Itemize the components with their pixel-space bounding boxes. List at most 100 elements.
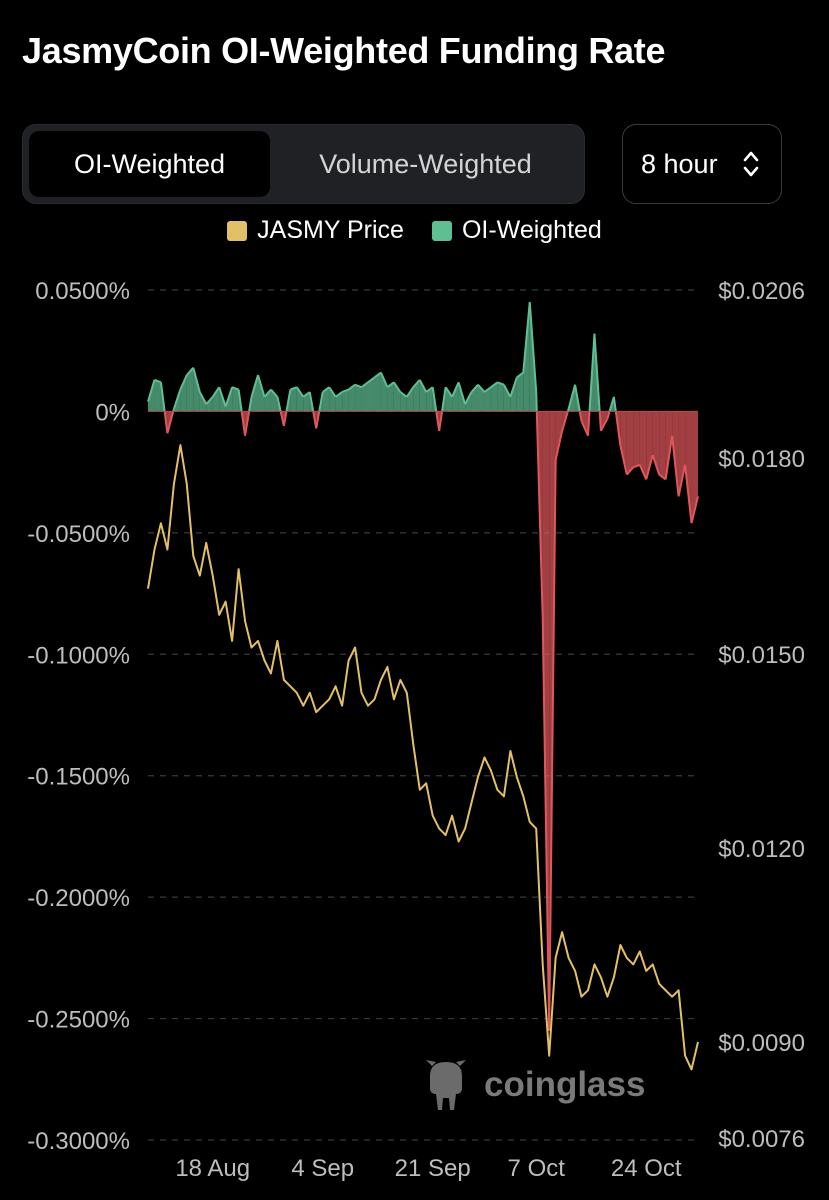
oi-area-segment	[387, 382, 394, 412]
oi-area-segment	[678, 411, 686, 497]
oi-line-segment	[302, 391, 311, 398]
oi-line-segment	[567, 384, 577, 410]
chart-grid	[148, 289, 698, 1141]
oi-line-segment	[490, 381, 499, 388]
oi-area-segment	[361, 382, 368, 412]
oi-area-segment	[445, 387, 453, 412]
oi-line-segment	[224, 386, 234, 407]
oi-area-segment	[355, 384, 362, 412]
right-tick-label: $0.0206	[718, 278, 805, 305]
oi-line-segment	[535, 391, 538, 412]
oi-line-segment	[541, 617, 551, 1031]
oi-line-segment	[690, 496, 699, 524]
coinglass-logo-icon	[426, 1060, 466, 1110]
x-tick-label: 7 Oct	[508, 1155, 566, 1182]
oi-line-segment	[608, 396, 615, 412]
oi-line-segment	[248, 396, 253, 412]
left-tick-label: 0%	[95, 399, 130, 426]
oi-line-segment	[295, 386, 305, 398]
oi-line-segment	[438, 411, 444, 432]
oi-line-segment	[483, 386, 492, 393]
oi-area-segment	[212, 387, 220, 412]
legend-item-price[interactable]: JASMY Price	[227, 216, 404, 245]
oi-line-segment	[211, 386, 221, 398]
oi-area-segment	[290, 387, 297, 412]
tab-oi-weighted[interactable]: OI-Weighted	[29, 131, 270, 197]
oi-line-segment	[179, 374, 188, 390]
oi-area-segment	[555, 411, 563, 460]
oi-line-segment	[502, 384, 512, 398]
oi-line-segment	[638, 464, 648, 480]
legend-item-oi[interactable]: OI-Weighted	[431, 216, 602, 245]
right-tick-label: $0.0076	[718, 1126, 805, 1153]
oi-area-segment	[426, 387, 433, 412]
oi-line-segment	[386, 381, 395, 388]
oi-area-segment	[633, 411, 640, 468]
right-tick-label: $0.0180	[718, 446, 805, 473]
oi-line-segment	[328, 386, 337, 398]
oi-line-segment	[318, 391, 324, 412]
legend-swatch-oi	[431, 220, 452, 241]
oi-area-segment	[503, 384, 511, 412]
x-tick-label: 21 Sep	[395, 1155, 471, 1182]
oi-area-segment	[264, 389, 271, 412]
price-line	[147, 444, 699, 1071]
left-tick-label: -0.2000%	[27, 885, 130, 912]
oi-line-segment	[315, 411, 321, 429]
oi-line-segment	[606, 411, 611, 419]
interval-select-value: 8 hour	[641, 148, 718, 179]
oi-line-segment	[240, 411, 247, 436]
oi-line-segment	[444, 386, 453, 398]
oi-line-segment	[159, 382, 166, 412]
oi-line-segment	[341, 388, 349, 393]
coinglass-watermark: coinglass	[426, 1060, 645, 1110]
oi-line-segment	[354, 383, 362, 389]
oi-line-segment	[612, 396, 617, 412]
oi-line-segment	[619, 445, 628, 475]
oi-line-segment	[147, 379, 156, 402]
oi-line-segment	[166, 411, 175, 434]
oi-line-segment	[671, 435, 680, 497]
oi-line-segment	[285, 389, 292, 412]
oi-area-segment	[232, 387, 239, 412]
oi-line-segment	[393, 381, 402, 393]
oi-line-segment	[441, 386, 447, 412]
oi-line-segment	[580, 420, 589, 437]
oi-area-segment	[193, 367, 200, 412]
oi-area-segment	[452, 382, 459, 412]
oi-line-segment	[457, 382, 467, 405]
oi-area-segment	[620, 411, 627, 475]
tab-volume-weighted[interactable]: Volume-Weighted	[319, 148, 532, 179]
oi-area-segment	[419, 379, 427, 412]
x-tick-label: 18 Aug	[175, 1155, 250, 1182]
oi-line-segment	[598, 411, 602, 431]
oi-line-segment	[578, 411, 583, 422]
left-tick-label: -0.3000%	[27, 1128, 130, 1155]
oi-line-segment	[231, 386, 239, 391]
oi-area-segment	[413, 379, 420, 412]
x-axis: 18 Aug 4 Sep 21 Sep 7 Oct 24 Oct	[175, 1155, 682, 1182]
oi-line-segment	[587, 411, 591, 436]
weighting-toggle: OI-Weighted Volume-Weighted	[22, 124, 585, 204]
oi-line-segment	[626, 466, 635, 476]
oi-line-segment	[632, 463, 641, 469]
oi-area-segment	[380, 372, 388, 412]
oi-line-segment	[257, 374, 266, 398]
oi-line-segment	[464, 391, 473, 405]
interval-select[interactable]: 8 hour	[622, 124, 782, 204]
oi-area-segment	[251, 375, 258, 412]
oi-line-segment	[431, 386, 438, 412]
oi-line-segment	[282, 411, 288, 427]
oi-line-segment	[425, 386, 434, 393]
oi-line-segment	[548, 459, 557, 1031]
oi-area-segment	[348, 384, 356, 412]
oi-line-segment	[380, 372, 389, 388]
oi-line-segment	[470, 384, 479, 393]
oi-line-segment	[405, 386, 415, 398]
oi-line-segment	[270, 388, 279, 398]
chart-legend: JASMY Price OI-Weighted	[0, 216, 829, 245]
oi-line-segment	[588, 333, 596, 412]
oi-line-segment	[535, 411, 544, 618]
oi-line-segment	[163, 411, 169, 434]
